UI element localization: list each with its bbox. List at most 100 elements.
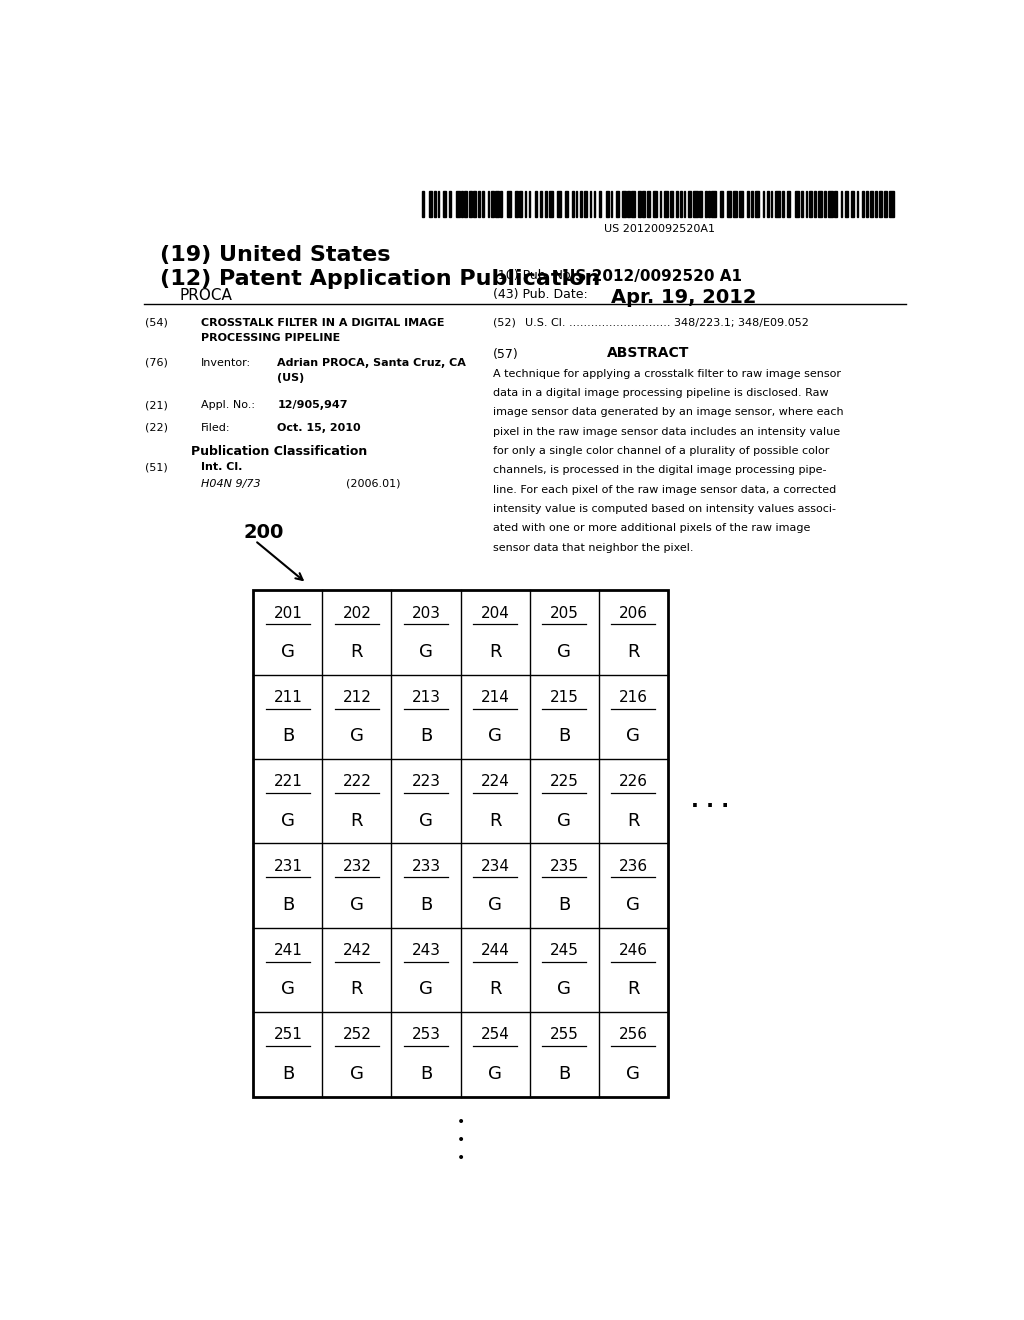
Text: B: B xyxy=(558,1065,570,1082)
Bar xyxy=(434,191,436,218)
Text: 254: 254 xyxy=(480,1027,510,1043)
Bar xyxy=(590,191,592,218)
Bar xyxy=(767,191,769,218)
Text: 213: 213 xyxy=(412,690,440,705)
Text: ated with one or more additional pixels of the raw image: ated with one or more additional pixels … xyxy=(494,523,810,533)
Bar xyxy=(889,191,894,218)
Text: 224: 224 xyxy=(480,775,510,789)
Text: sensor data that neighbor the pixel.: sensor data that neighbor the pixel. xyxy=(494,543,693,553)
Bar xyxy=(705,191,707,218)
Text: (10) Pub. No.:: (10) Pub. No.: xyxy=(494,269,579,282)
Text: Oct. 15, 2010: Oct. 15, 2010 xyxy=(278,422,360,433)
Bar xyxy=(884,191,887,218)
Bar xyxy=(693,191,697,218)
Text: Inventor:: Inventor: xyxy=(201,358,251,367)
Text: 222: 222 xyxy=(342,775,372,789)
Text: •: • xyxy=(457,1133,465,1147)
Text: Filed:: Filed: xyxy=(201,422,230,433)
Text: 201: 201 xyxy=(273,606,302,620)
Bar xyxy=(676,191,678,218)
Text: 253: 253 xyxy=(412,1027,440,1043)
Bar xyxy=(771,191,772,218)
Bar xyxy=(659,191,662,218)
Text: 214: 214 xyxy=(480,690,510,705)
Text: B: B xyxy=(282,896,294,913)
Bar xyxy=(862,191,864,218)
Bar xyxy=(487,191,489,218)
Bar xyxy=(610,191,612,218)
Text: 232: 232 xyxy=(342,859,372,874)
Text: 206: 206 xyxy=(618,606,647,620)
Text: G: G xyxy=(350,1065,364,1082)
Bar xyxy=(500,191,502,218)
Bar xyxy=(545,191,547,218)
Bar xyxy=(519,191,522,218)
Text: 235: 235 xyxy=(550,859,579,874)
Bar xyxy=(653,191,657,218)
Text: G: G xyxy=(419,812,433,830)
Bar xyxy=(253,590,668,1097)
Bar xyxy=(631,191,635,218)
Text: 256: 256 xyxy=(618,1027,647,1043)
Text: G: G xyxy=(350,727,364,746)
Text: G: G xyxy=(281,981,295,998)
Bar xyxy=(727,191,731,218)
Text: U.S. Cl. ............................ 348/223.1; 348/E09.052: U.S. Cl. ............................ 34… xyxy=(524,318,809,327)
Text: 246: 246 xyxy=(618,942,647,958)
Text: 204: 204 xyxy=(480,606,510,620)
Bar xyxy=(572,191,574,218)
Bar xyxy=(627,191,630,218)
Text: 252: 252 xyxy=(342,1027,372,1043)
Text: G: G xyxy=(627,1065,640,1082)
Bar xyxy=(775,191,779,218)
Text: 245: 245 xyxy=(550,942,579,958)
Text: G: G xyxy=(557,981,571,998)
Bar xyxy=(525,191,526,218)
Text: Adrian PROCA, Santa Cruz, CA: Adrian PROCA, Santa Cruz, CA xyxy=(278,358,466,367)
Bar xyxy=(824,191,825,218)
Bar xyxy=(422,191,424,218)
Text: 202: 202 xyxy=(342,606,372,620)
Bar xyxy=(580,191,582,218)
Bar xyxy=(684,191,685,218)
Bar xyxy=(469,191,472,218)
Text: R: R xyxy=(488,643,502,661)
Text: B: B xyxy=(558,896,570,913)
Text: Appl. No.:: Appl. No.: xyxy=(201,400,255,411)
Text: (57): (57) xyxy=(494,348,519,362)
Bar xyxy=(835,191,838,218)
Text: (51): (51) xyxy=(145,462,168,473)
Bar xyxy=(720,191,723,218)
Text: B: B xyxy=(282,1065,294,1082)
Text: (12) Patent Application Publication: (12) Patent Application Publication xyxy=(160,269,600,289)
Bar xyxy=(536,191,537,218)
Text: PROCA: PROCA xyxy=(179,289,232,304)
Text: 12/905,947: 12/905,947 xyxy=(278,400,348,411)
Bar xyxy=(599,191,601,218)
Bar xyxy=(492,191,494,218)
Bar xyxy=(817,191,822,218)
Text: G: G xyxy=(488,1065,502,1082)
Text: 216: 216 xyxy=(618,690,647,705)
Text: . . .: . . . xyxy=(691,791,729,812)
Bar xyxy=(482,191,484,218)
Bar xyxy=(594,191,595,218)
Bar xyxy=(709,191,710,218)
Text: 203: 203 xyxy=(412,606,440,620)
Text: R: R xyxy=(627,643,639,661)
Bar xyxy=(443,191,446,218)
Text: R: R xyxy=(627,981,639,998)
Text: 241: 241 xyxy=(273,942,302,958)
Bar xyxy=(584,191,588,218)
Text: R: R xyxy=(350,981,364,998)
Text: G: G xyxy=(281,812,295,830)
Text: R: R xyxy=(350,643,364,661)
Text: 233: 233 xyxy=(412,859,440,874)
Text: •: • xyxy=(457,1151,465,1166)
Text: image sensor data generated by an image sensor, where each: image sensor data generated by an image … xyxy=(494,408,844,417)
Text: R: R xyxy=(488,812,502,830)
Bar xyxy=(688,191,690,218)
Text: data in a digital image processing pipeline is disclosed. Raw: data in a digital image processing pipel… xyxy=(494,388,828,399)
Text: US 2012/0092520 A1: US 2012/0092520 A1 xyxy=(563,269,742,284)
Bar xyxy=(851,191,854,218)
